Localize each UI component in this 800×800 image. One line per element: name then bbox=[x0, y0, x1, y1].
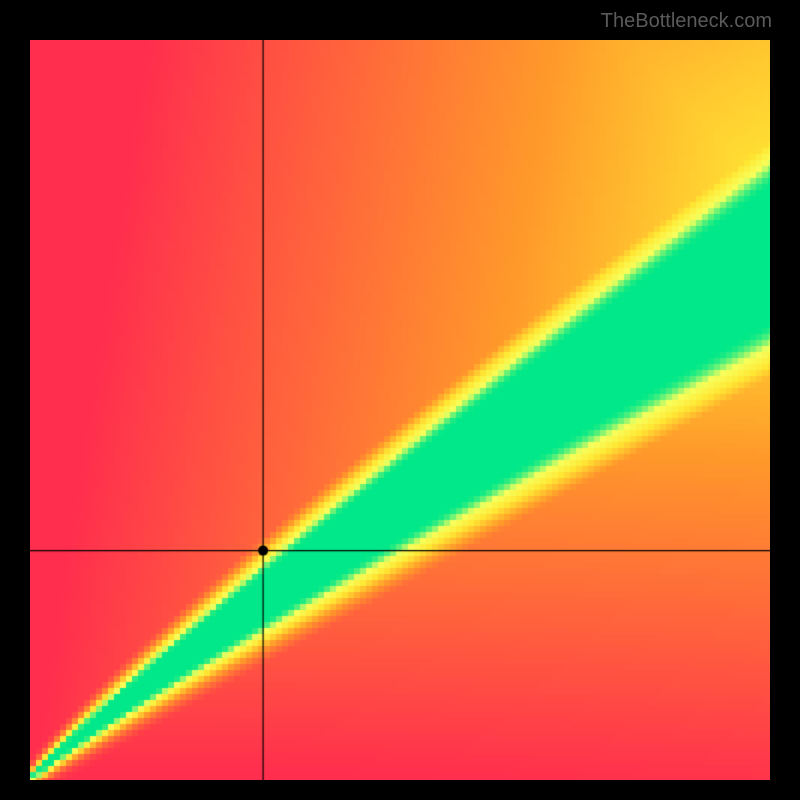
heatmap-container bbox=[30, 40, 770, 780]
bottleneck-heatmap bbox=[30, 40, 770, 780]
watermark-text: TheBottleneck.com bbox=[601, 10, 772, 33]
